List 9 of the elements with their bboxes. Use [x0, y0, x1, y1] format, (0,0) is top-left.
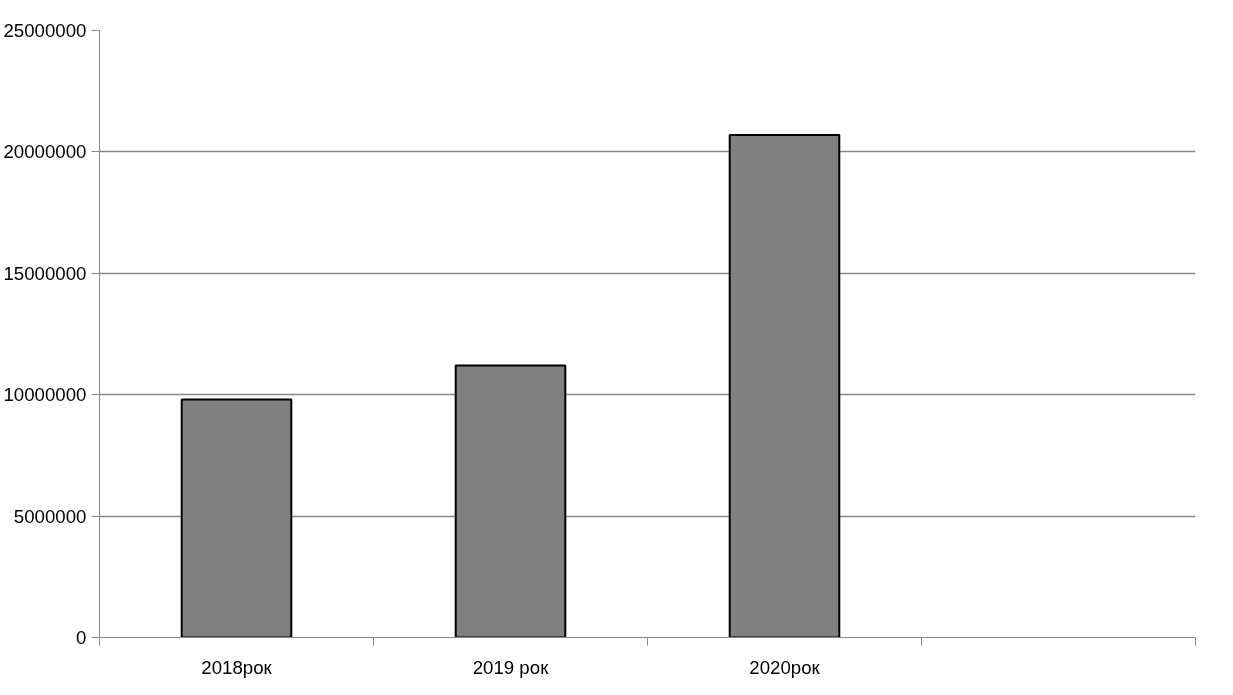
y-tick-label: 15000000 [3, 262, 87, 284]
y-tick-label: 20000000 [3, 141, 87, 163]
x-tick-label: 2018рок [201, 656, 273, 678]
y-tick-label: 25000000 [3, 20, 87, 41]
y-tick-label: 0 [76, 627, 87, 648]
y-tick-label: 10000000 [3, 384, 87, 406]
y-tick-label: 5000000 [13, 505, 87, 527]
x-tick-label: 2020рок [749, 656, 821, 678]
x-tick-label: 2019 рок [472, 656, 550, 678]
